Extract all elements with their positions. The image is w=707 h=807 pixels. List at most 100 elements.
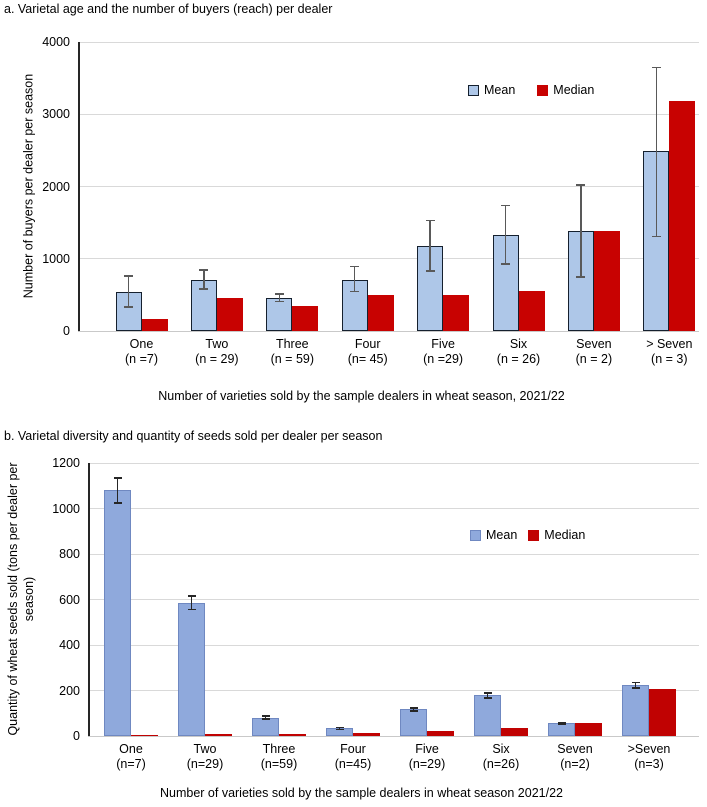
median-bar	[443, 294, 470, 331]
x-tick-count: (n= 45)	[347, 352, 388, 366]
chart-panel-a: a. Varietal age and the number of buyers…	[4, 2, 707, 403]
median-bar	[427, 730, 454, 736]
error-bar-cap-bottom	[483, 697, 492, 699]
x-tick-label: Six (n=26)	[456, 742, 546, 772]
error-bar-line	[486, 692, 489, 698]
gridline	[88, 735, 699, 737]
x-tick-label: Five (n=29)	[382, 742, 472, 772]
error-bar-line	[278, 293, 281, 302]
median-bar	[649, 689, 676, 736]
x-tick-label: One (n =7)	[97, 337, 187, 367]
x-tick-count: (n = 26)	[496, 352, 541, 366]
median-bar	[353, 733, 380, 736]
y-tick-label: 1000	[52, 501, 80, 516]
mean-bar	[474, 695, 501, 736]
x-tick-count: (n=3)	[634, 757, 664, 771]
y-tick-label: 400	[59, 638, 80, 652]
x-tick-category: Four	[340, 742, 366, 756]
y-tick-label: 0	[63, 324, 70, 338]
x-tick-category: > Seven	[646, 337, 693, 351]
x-tick-category: Six	[492, 742, 510, 756]
x-tick-label: Six (n = 26)	[474, 337, 564, 367]
chart-panel-b: b. Varietal diversity and quantity of se…	[0, 425, 707, 807]
x-tick-count: (n=26)	[482, 757, 520, 771]
x-tick-count: (n =29)	[423, 352, 464, 366]
error-bar-line	[655, 67, 658, 237]
error-bar-line	[580, 185, 582, 277]
y-tick-label: 600	[59, 592, 80, 607]
legend-entry-mean: Mean	[470, 529, 517, 542]
legend-median-label: Median	[544, 528, 586, 542]
x-tick-label: Seven (n = 2)	[549, 337, 639, 367]
median-bar	[593, 230, 620, 331]
error-bar-cap-bottom	[501, 263, 510, 265]
error-bar-cap-top	[557, 722, 566, 724]
mean-bar	[400, 709, 427, 736]
y-tick-label: 3000	[42, 107, 70, 122]
median-bar	[367, 294, 394, 331]
error-bar-cap-bottom	[274, 300, 284, 303]
median-bar	[501, 727, 528, 736]
x-tick-count: (n=7)	[116, 757, 146, 771]
error-bar-cap-top	[576, 184, 586, 186]
error-bar-cap-bottom	[199, 288, 209, 290]
gridline	[78, 330, 699, 332]
x-tick-count: (n = 2)	[575, 352, 613, 366]
error-bar-line	[338, 727, 341, 730]
x-tick-label: >Seven (n=3)	[604, 742, 694, 772]
gridline	[88, 690, 699, 691]
median-bar	[205, 733, 232, 736]
x-tick-label: Three (n = 59)	[247, 337, 337, 367]
error-bar-cap-top	[631, 681, 640, 684]
gridline	[88, 462, 699, 464]
error-bar-cap-top	[335, 726, 344, 729]
legend-median-swatch	[537, 85, 549, 96]
error-bar-cap-top	[274, 293, 284, 295]
median-bar	[141, 318, 168, 331]
x-tick-count: (n = 29)	[195, 352, 239, 366]
error-bar-cap-bottom	[187, 608, 196, 611]
x-tick-label: Two (n = 29)	[172, 337, 262, 367]
x-tick-label: One (n=7)	[86, 742, 176, 772]
legend-mean-label: Mean	[484, 83, 516, 97]
y-tick-label: 1000	[42, 251, 70, 266]
error-bar-cap-bottom	[631, 687, 640, 689]
error-bar-cap-top	[483, 692, 492, 694]
x-tick-count: (n=29)	[186, 757, 224, 771]
x-tick-category: Five	[431, 337, 455, 351]
legend-mean-swatch	[468, 85, 479, 96]
chart-a-legend: Mean Median	[468, 84, 594, 97]
mean-bar	[567, 230, 594, 331]
chart-b-plot-area	[88, 462, 699, 737]
x-tick-label: > Seven (n = 3)	[624, 337, 707, 367]
error-bar-line	[264, 716, 267, 720]
chart-b-legend: Mean Median	[470, 529, 585, 542]
error-bar-cap-top	[187, 595, 196, 597]
legend-median-swatch	[528, 530, 540, 541]
error-bar-cap-bottom	[409, 710, 418, 712]
x-tick-category: One	[129, 337, 154, 351]
gridline	[88, 553, 699, 555]
error-bar-line	[560, 723, 563, 725]
error-bar-line	[116, 477, 119, 503]
error-bar-line	[504, 205, 507, 264]
error-bar-cap-bottom	[335, 728, 344, 731]
x-tick-category: >Seven	[627, 742, 671, 756]
gridline	[78, 258, 699, 260]
median-bar	[279, 733, 306, 736]
error-bar-cap-bottom	[350, 290, 360, 292]
x-tick-count: (n=29)	[408, 757, 446, 771]
mean-bar	[178, 602, 205, 736]
x-tick-category: Two	[205, 337, 229, 351]
x-tick-category: Two	[193, 742, 217, 756]
mean-bar	[266, 297, 293, 331]
error-bar-cap-top	[501, 204, 510, 207]
mean-bar	[252, 717, 279, 736]
y-tick-label: 1200	[52, 456, 80, 470]
error-bar-line	[190, 596, 193, 610]
legend-mean-label: Mean	[486, 528, 518, 542]
median-bar	[669, 100, 696, 331]
gridline	[78, 113, 699, 115]
y-axis-line	[78, 42, 80, 331]
error-bar-cap-top	[113, 477, 122, 479]
